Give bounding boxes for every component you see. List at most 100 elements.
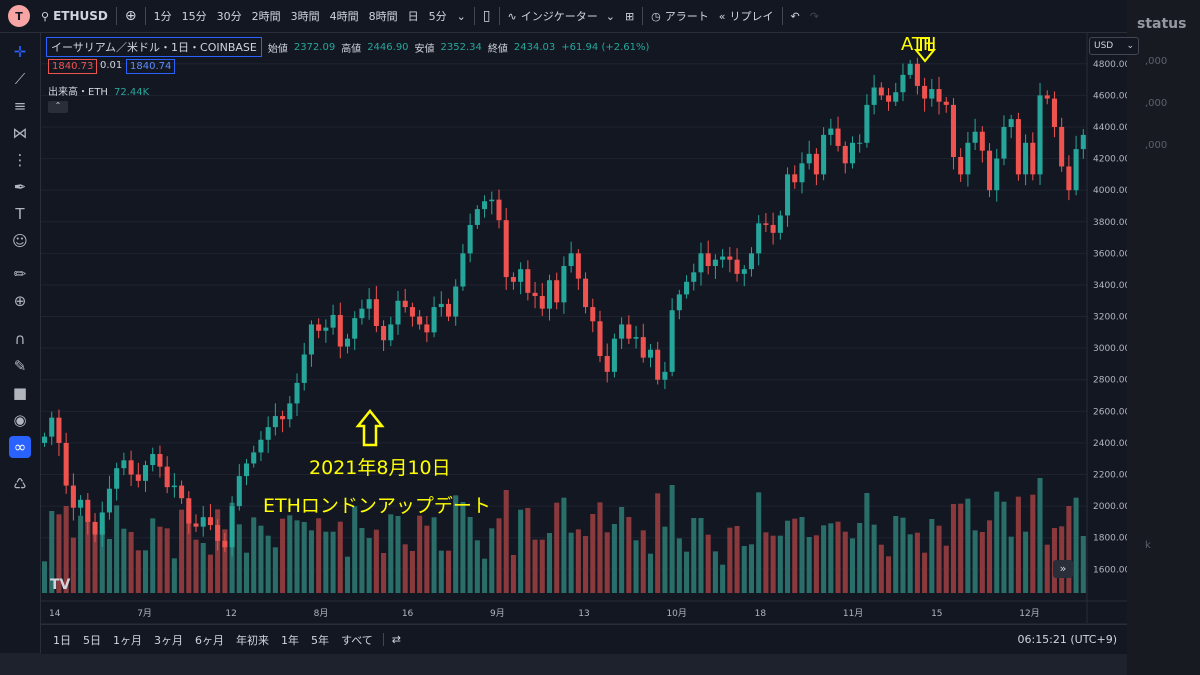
measure-lines-icon[interactable]: ⋮: [12, 151, 28, 169]
chart-pane[interactable]: 1600.00 1800.00 2000.00 2200.00 2400.00 2600.…: [41, 33, 1127, 623]
volume-bar: [193, 539, 199, 593]
candle-body: [1030, 142, 1036, 175]
pattern-icon[interactable]: ⋈: [12, 124, 28, 142]
date-range-icon[interactable]: ⇄: [382, 633, 407, 646]
crosshair-icon[interactable]: ✛: [13, 43, 27, 61]
ask-price[interactable]: 1840.74: [126, 59, 176, 74]
candle-body: [676, 294, 682, 311]
volume-bar: [243, 552, 250, 593]
candle-body: [200, 517, 206, 527]
range-1m[interactable]: 1ヶ月: [113, 633, 142, 647]
range-1y[interactable]: 1年: [281, 633, 299, 647]
interval-3h[interactable]: 3時間: [290, 10, 320, 23]
compare-add-icon[interactable]: ⊕: [124, 8, 137, 24]
range-3m[interactable]: 3ヶ月: [154, 633, 183, 647]
volume-bar: [49, 511, 55, 593]
candle-body: [647, 349, 654, 358]
symbol-label: ETHUSD: [53, 9, 108, 23]
volume-bar: [171, 558, 177, 593]
interval-5m[interactable]: 5分: [428, 10, 447, 23]
trend-line-icon[interactable]: ⟋: [14, 70, 26, 88]
tradingview-logo[interactable]: TV: [50, 577, 71, 593]
price-chart[interactable]: 1600.00 1800.00 2000.00 2200.00 2400.00 2600.…: [41, 33, 1127, 623]
volume-bar: [409, 551, 415, 593]
candle-body: [402, 300, 408, 308]
interval-1d[interactable]: 日: [407, 10, 419, 23]
interval-8h[interactable]: 8時間: [368, 10, 398, 23]
lock-icon[interactable]: ■: [12, 384, 28, 402]
x-tick-label: 15: [931, 609, 942, 619]
volume-bar: [417, 515, 423, 593]
bid-price[interactable]: 1840.73: [48, 59, 98, 74]
brush-icon[interactable]: ✒: [13, 178, 27, 196]
candle-body: [878, 87, 884, 96]
redo-icon[interactable]: ↷: [809, 9, 819, 23]
candle-body: [460, 253, 466, 287]
user-avatar-icon[interactable]: T: [8, 5, 30, 27]
volume-bar: [337, 521, 343, 593]
range-1d[interactable]: 1日: [53, 633, 71, 647]
collapse-legend-icon[interactable]: ⌃: [48, 101, 68, 113]
candle-body: [431, 307, 437, 333]
range-5y[interactable]: 5年: [311, 633, 329, 647]
volume-bar: [785, 520, 791, 593]
interval-15m[interactable]: 15分: [181, 10, 207, 23]
candle-body: [655, 349, 661, 380]
currency-select[interactable]: USD ⌄: [1089, 37, 1139, 55]
volume-bar: [835, 521, 841, 593]
range-all[interactable]: すべて: [341, 633, 373, 647]
x-tick-label: 10月: [666, 608, 686, 619]
candle-body: [712, 259, 718, 266]
volume-bar: [438, 550, 444, 593]
volume-bar: [135, 550, 141, 593]
scroll-to-realtime-icon[interactable]: »: [1053, 560, 1073, 578]
y-tick-label: 4000.00: [1093, 186, 1127, 196]
text-icon[interactable]: T: [15, 205, 25, 223]
range-5d[interactable]: 5日: [83, 633, 101, 647]
magnet-icon[interactable]: ∩: [14, 330, 26, 348]
zoom-icon[interactable]: ⊕: [13, 292, 27, 310]
candle-body: [583, 278, 589, 308]
interval-30m[interactable]: 30分: [216, 10, 242, 23]
lock-drawing-icon[interactable]: ✎: [13, 357, 27, 375]
interval-4h[interactable]: 4時間: [329, 10, 359, 23]
fib-lines-icon[interactable]: ≡: [13, 97, 27, 115]
volume-bar: [561, 497, 567, 593]
candle-body: [748, 253, 755, 270]
replay-button[interactable]: « リプレイ: [714, 0, 779, 32]
ghost-value: ,000: [1145, 56, 1168, 67]
indicators-button[interactable]: ∿ インジケーター ⌄: [503, 0, 620, 32]
layout-grid-icon[interactable]: ⊞: [624, 9, 635, 23]
candle-body: [1001, 126, 1007, 159]
emoji-icon[interactable]: ☺: [12, 232, 28, 250]
volume-bar: [1059, 526, 1065, 593]
volume-bar: [272, 547, 278, 593]
trash-icon[interactable]: ♺: [13, 475, 27, 493]
candle-body: [813, 153, 819, 175]
search-icon: ⚲: [41, 9, 50, 23]
alert-button[interactable]: ◷ アラート: [646, 0, 714, 32]
link-icon[interactable]: ∞: [9, 436, 31, 458]
candle-body: [236, 476, 242, 507]
range-ytd[interactable]: 年初来: [236, 633, 269, 647]
low-value: 2352.34: [440, 41, 482, 53]
volume-bar: [878, 544, 884, 593]
interval-1m[interactable]: 1分: [153, 10, 172, 23]
x-tick-label: 18: [755, 609, 767, 619]
candle-body: [539, 296, 545, 309]
volume-bar: [1008, 536, 1014, 593]
range-6m[interactable]: 6ヶ月: [195, 633, 224, 647]
eye-icon[interactable]: ◉: [13, 411, 27, 429]
ruler-icon[interactable]: ✏: [13, 265, 27, 283]
volume-bar: [121, 528, 127, 593]
interval-2h[interactable]: 2時間: [251, 10, 281, 23]
chevron-down-icon[interactable]: ⌄: [456, 9, 466, 23]
symbol-search[interactable]: ⚲ ETHUSD: [36, 0, 113, 32]
x-tick-label: 16: [402, 609, 414, 619]
candle-type-icon[interactable]: ▯: [482, 8, 491, 24]
symbol-name[interactable]: イーサリアム／米ドル・1日・COINBASE: [46, 37, 262, 57]
volume-bar: [1044, 544, 1050, 593]
undo-icon[interactable]: ↶: [790, 9, 800, 23]
divider: [473, 7, 475, 25]
candle-body: [106, 488, 112, 513]
